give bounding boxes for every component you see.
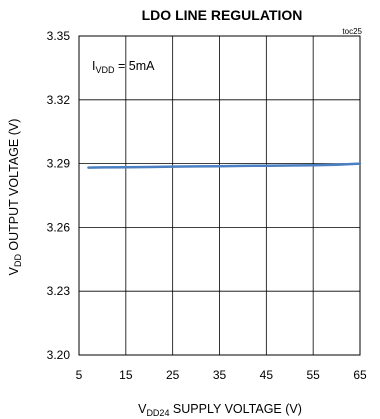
y-axis-label-main: V	[7, 266, 21, 275]
annotation-main: I	[92, 59, 95, 73]
x-axis-label-rest: SUPPLY VOLTAGE (V)	[169, 402, 301, 416]
annotation-load-current: IVDD = 5mA	[92, 59, 155, 75]
x-tick-label: 35	[213, 368, 227, 382]
chart-title: LDO LINE REGULATION	[142, 7, 303, 23]
x-tick-label: 65	[353, 368, 367, 382]
annotation-sub: VDD	[95, 65, 115, 75]
figure-code: toc25	[342, 27, 362, 36]
x-tick-label: 55	[306, 368, 320, 382]
y-tick-label: 3.29	[47, 157, 71, 171]
y-axis-label-rest: OUTPUT VOLTAGE (V)	[7, 119, 21, 254]
x-tick-label: 25	[166, 368, 180, 382]
x-axis-label-sub: DD24	[146, 408, 169, 418]
y-axis-label: VDD OUTPUT VOLTAGE (V)	[7, 119, 23, 276]
y-tick-label: 3.23	[47, 284, 71, 298]
x-tick-label: 5	[76, 368, 83, 382]
plot-frame	[78, 35, 361, 356]
x-tick-label: 45	[260, 368, 274, 382]
grid	[79, 36, 360, 355]
y-tick-label: 3.35	[47, 29, 71, 43]
x-tick-label: 15	[119, 368, 133, 382]
y-tick-label: 3.26	[47, 220, 71, 234]
x-axis-label-main: V	[138, 402, 147, 416]
annotation-rest: = 5mA	[115, 59, 156, 73]
y-tick-labels: 3.20 3.23 3.26 3.29 3.32 3.35	[47, 29, 71, 362]
y-tick-label: 3.20	[47, 348, 71, 362]
x-axis-label: VDD24 SUPPLY VOLTAGE (V)	[138, 402, 302, 418]
x-tick-labels: 5 15 25 35 45 55 65	[76, 368, 367, 382]
y-axis-label-sub: DD	[13, 254, 23, 267]
y-tick-label: 3.32	[47, 93, 71, 107]
series-line	[87, 162, 362, 169]
